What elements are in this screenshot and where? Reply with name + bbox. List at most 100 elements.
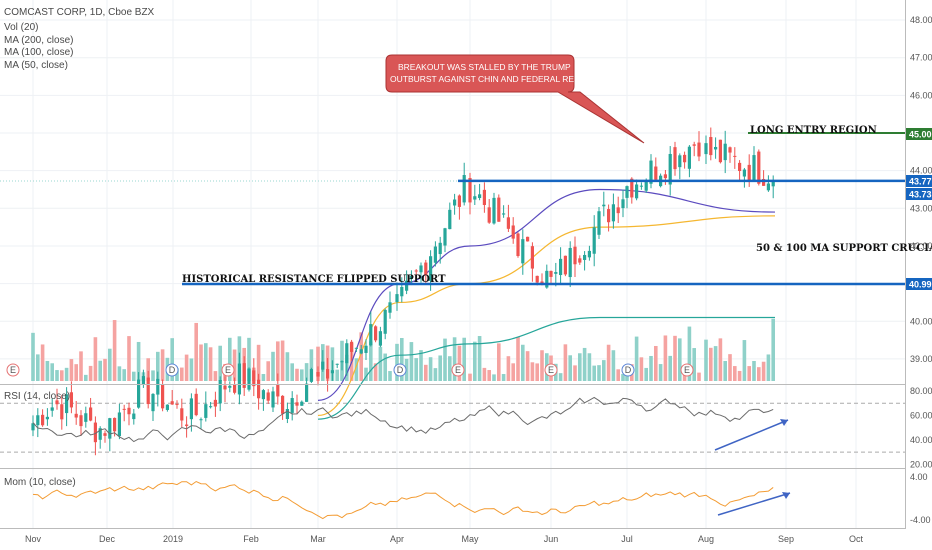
horizontal-levels[interactable] [0, 132, 905, 286]
tag-entry[interactable]: 45.00 [906, 128, 932, 140]
candle-body [497, 197, 501, 222]
ma-line-200[interactable] [317, 316, 775, 420]
rsi-arrow-head [780, 419, 788, 426]
volume-bar [295, 368, 299, 381]
candle-body [578, 258, 582, 263]
rsi-pane[interactable] [32, 396, 789, 451]
candle-body [673, 147, 677, 170]
candle-body [74, 413, 78, 418]
volume-bar [132, 371, 136, 381]
volume-bar [673, 335, 677, 381]
volume-bar [482, 367, 487, 381]
candle-body [468, 178, 472, 203]
candle-body [405, 280, 409, 291]
event-marker[interactable] [221, 363, 235, 377]
event-marker[interactable] [544, 363, 558, 377]
momentum-line[interactable] [32, 480, 774, 520]
candle-body [668, 153, 672, 185]
candle-body [290, 398, 294, 413]
rsi-trend-arrow[interactable] [714, 419, 789, 451]
mom-label[interactable]: Mom (10, close) [4, 477, 76, 488]
candle-body [733, 155, 737, 157]
volume-bar [55, 370, 59, 381]
indicator-ma100[interactable]: MA (100, close) [4, 47, 73, 58]
volume-bar [156, 351, 160, 381]
indicator-ma50[interactable]: MA (50, close) [4, 60, 68, 71]
candle-body [530, 246, 534, 269]
volume-bar [492, 374, 496, 381]
volume-bar [69, 359, 74, 381]
volume-bar [204, 343, 208, 381]
volume-bar [473, 341, 477, 381]
indicator-ma200[interactable]: MA (200, close) [4, 35, 73, 46]
volume-bar [400, 338, 404, 381]
momentum-pane[interactable] [32, 480, 791, 520]
candle-body [478, 194, 482, 198]
volume-bar [60, 370, 64, 381]
candle-body [723, 143, 727, 161]
volume-bar [728, 354, 732, 381]
candle-body [388, 302, 392, 313]
event-marker[interactable] [621, 363, 635, 377]
volume-bar [300, 369, 304, 381]
volume-bar [516, 336, 520, 381]
candle-body [233, 384, 237, 393]
candle-body [742, 169, 746, 177]
volume-bar [723, 361, 727, 381]
volume-bar [687, 326, 692, 381]
tag-last[interactable]: 43.77 [906, 175, 932, 187]
callout-line-1: BREAKOUT WAS STALLED BY THE TRUMP [398, 62, 571, 72]
candle-body [563, 255, 567, 275]
volume-bar [208, 347, 213, 381]
volume-bar [50, 363, 54, 381]
candle-body [502, 213, 506, 215]
event-marker[interactable] [6, 363, 20, 377]
candlesticks[interactable] [31, 127, 775, 456]
rsi-line[interactable] [32, 396, 774, 443]
volume-bar [497, 343, 501, 381]
ma-line-50[interactable] [317, 188, 776, 401]
volume-bar [170, 338, 174, 381]
volume-bar [433, 368, 438, 381]
candle-body [89, 407, 93, 421]
breakout-callout[interactable]: BREAKOUT WAS STALLED BY THE TRUMP OUTBUR… [385, 54, 645, 144]
volume-bar [136, 341, 141, 381]
mom-trend-arrow[interactable] [717, 492, 791, 516]
candle-body [175, 403, 179, 405]
volume-bar [602, 360, 606, 381]
indicator-vol[interactable]: Vol (20) [4, 22, 38, 33]
candle-body [506, 217, 510, 229]
tag-last-2[interactable]: 43.73 [906, 188, 932, 200]
volume-bar [218, 345, 222, 381]
candle-body [316, 372, 320, 377]
volume-bar [232, 349, 237, 381]
candle-body [141, 376, 145, 385]
event-marker[interactable] [451, 363, 465, 377]
candle-body [395, 294, 399, 303]
candle-body [487, 207, 491, 223]
candle-body [137, 379, 141, 408]
candle-body [223, 385, 227, 390]
candle-body [383, 309, 387, 334]
volume-bar [639, 357, 644, 381]
event-marker[interactable] [165, 363, 179, 377]
event-marker[interactable] [393, 363, 407, 377]
candle-body [453, 199, 457, 206]
candle-body [611, 204, 615, 222]
event-marker[interactable] [680, 363, 694, 377]
tag-support[interactable]: 40.99 [906, 278, 932, 290]
ma-support-label: 50 & 100 MA SUPPORT CRUCIAL. [756, 243, 932, 254]
volume-bar [335, 369, 339, 381]
symbol-title[interactable]: COMCAST CORP, 1D, Cboe BZX [4, 7, 155, 18]
volume-bar [521, 344, 525, 381]
candle-body [354, 347, 358, 349]
y-tick-label: 42.00 [910, 241, 932, 251]
candle-body [281, 395, 285, 414]
candle-body [728, 147, 732, 153]
rsi-label[interactable]: RSI (14, close) [4, 391, 70, 402]
volume-bar [611, 350, 616, 381]
volume-bar [79, 351, 83, 381]
